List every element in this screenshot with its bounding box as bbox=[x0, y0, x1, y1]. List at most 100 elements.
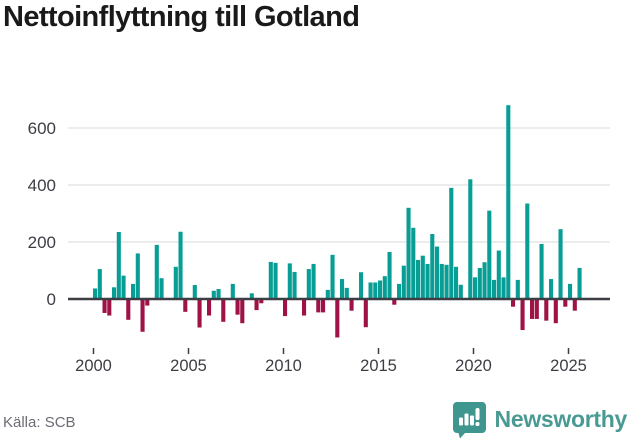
net-migration-bar-2001q3 bbox=[121, 275, 126, 299]
logo-bar-medium bbox=[464, 413, 469, 426]
net-migration-bar-2001q2 bbox=[116, 232, 121, 299]
net-migration-bar-2006q4 bbox=[221, 299, 226, 322]
net-migration-bar-2017q4 bbox=[430, 234, 435, 299]
y-axis-label-600: 600 bbox=[28, 119, 56, 138]
newsworthy-wordmark: Newsworthy bbox=[494, 405, 628, 432]
net-migration-bar-2007q3 bbox=[235, 299, 240, 315]
net-migration-bar-2017q3 bbox=[425, 263, 430, 299]
net-migration-bar-2024q4 bbox=[563, 299, 568, 307]
net-migration-bar-2019q4 bbox=[468, 179, 473, 299]
x-axis-label-2005: 2005 bbox=[170, 357, 207, 375]
net-migration-bar-2002q3 bbox=[140, 299, 145, 332]
net-migration-bar-2023q4 bbox=[544, 299, 549, 321]
net-migration-bar-2016q3 bbox=[406, 207, 411, 299]
net-migration-bar-2002q4 bbox=[145, 299, 150, 306]
net-migration-bar-2023q1 bbox=[530, 299, 535, 319]
net-migration-bar-2023q2 bbox=[534, 299, 539, 319]
net-migration-bar-2003q3 bbox=[159, 278, 164, 299]
net-migration-bar-2008q4 bbox=[259, 299, 264, 304]
net-migration-bar-2010q3 bbox=[292, 271, 297, 299]
net-migration-bar-2020q4 bbox=[487, 210, 492, 299]
logo-bar-large bbox=[469, 415, 474, 426]
net-migration-bar-2008q3 bbox=[254, 299, 259, 311]
net-migration-bar-2011q3 bbox=[311, 263, 316, 299]
x-axis-label-2010: 2010 bbox=[265, 357, 302, 375]
net-migration-bar-2021q2 bbox=[496, 250, 501, 299]
net-migration-bar-2025q3 bbox=[577, 267, 582, 299]
net-migration-bar-2021q4 bbox=[506, 105, 511, 299]
net-migration-bar-2016q2 bbox=[401, 265, 406, 299]
net-migration-bar-2013q1 bbox=[340, 279, 345, 299]
y-axis-label-200: 200 bbox=[28, 233, 56, 252]
x-axis-label-2025: 2025 bbox=[550, 357, 587, 375]
net-migration-bar-2015q3 bbox=[387, 251, 392, 299]
net-migration-bar-2000q4 bbox=[107, 299, 112, 316]
net-migration-bar-2024q3 bbox=[558, 229, 563, 299]
net-migration-bar-2012q3 bbox=[330, 254, 335, 299]
net-migration-bar-2004q2 bbox=[173, 266, 178, 299]
net-migration-bar-2012q4 bbox=[335, 299, 340, 338]
newsworthy-bar-chart-bubble-icon bbox=[452, 402, 486, 438]
chart-title: Nettoinflyttning till Gotland bbox=[3, 1, 360, 33]
net-migration-bar-2008q2 bbox=[249, 293, 254, 299]
net-migration-bar-2015q1 bbox=[378, 280, 383, 299]
speech-bubble-shape bbox=[452, 402, 486, 438]
net-migration-bar-2011q4 bbox=[316, 299, 321, 313]
y-axis-label-400: 400 bbox=[28, 176, 56, 195]
net-migration-bar-2020q2 bbox=[477, 267, 482, 299]
net-migration-bar-2012q1 bbox=[321, 299, 326, 313]
net-migration-bar-2004q3 bbox=[178, 231, 183, 299]
net-migration-bar-2014q4 bbox=[373, 282, 378, 299]
net-migration-bar-2010q2 bbox=[287, 263, 292, 300]
net-migration-bar-2018q3 bbox=[444, 264, 449, 299]
net-migration-bar-2016q4 bbox=[411, 227, 416, 299]
net-migration-bar-2024q2 bbox=[553, 299, 558, 324]
net-migration-bar-2011q1 bbox=[302, 299, 307, 316]
net-migration-bar-2001q4 bbox=[126, 299, 131, 320]
net-migration-bar-2005q3 bbox=[197, 299, 202, 328]
net-migration-bar-2015q4 bbox=[392, 299, 397, 305]
net-migration-bar-2013q2 bbox=[344, 287, 349, 299]
net-migration-bar-2011q2 bbox=[306, 269, 311, 299]
net-migration-bar-2023q3 bbox=[539, 244, 544, 299]
net-migration-bar-2022q2 bbox=[515, 279, 520, 299]
net-migration-bar-2006q1 bbox=[207, 299, 212, 316]
net-migration-bar-2006q3 bbox=[216, 289, 221, 299]
net-migration-bar-2014q1 bbox=[359, 272, 364, 299]
net-migration-bar-2022q4 bbox=[525, 203, 530, 299]
net-migration-bar-2017q2 bbox=[420, 255, 425, 299]
net-migration-bar-2025q1 bbox=[568, 283, 573, 299]
x-axis-label-2020: 2020 bbox=[455, 357, 492, 375]
net-migration-bar-2017q1 bbox=[416, 259, 421, 299]
net-migration-bar-2019q2 bbox=[458, 284, 463, 299]
net-migration-bar-2001q1 bbox=[112, 287, 117, 299]
net-migration-bar-2014q2 bbox=[363, 299, 368, 328]
net-migration-bar-2019q1 bbox=[454, 266, 459, 299]
net-migration-bar-2000q1 bbox=[93, 288, 98, 299]
net-migration-bar-2009q3 bbox=[273, 262, 278, 300]
net-migration-bar-2006q2 bbox=[211, 290, 216, 299]
y-axis-label-0: 0 bbox=[47, 290, 56, 309]
net-migration-bar-2005q2 bbox=[192, 285, 197, 299]
net-migration-bar-2016q1 bbox=[397, 283, 402, 299]
logo-exclamation-stem bbox=[475, 408, 480, 420]
newsworthy-logo: Newsworthy bbox=[451, 400, 627, 438]
net-migration-bar-2002q2 bbox=[135, 253, 140, 299]
net-migration-bar-2022q1 bbox=[511, 299, 516, 307]
net-migration-bar-2014q3 bbox=[368, 282, 373, 299]
net-migration-bar-2010q1 bbox=[283, 299, 288, 317]
logo-exclamation-dot bbox=[475, 422, 480, 426]
net-migration-bar-2018q4 bbox=[449, 187, 454, 299]
net-migration-bar-2020q1 bbox=[473, 277, 478, 299]
net-migration-bar-2003q2 bbox=[154, 244, 159, 299]
x-axis-label-2015: 2015 bbox=[360, 357, 397, 375]
net-migration-bar-2015q2 bbox=[382, 276, 387, 299]
net-migration-bar-2000q2 bbox=[97, 269, 102, 299]
net-migration-bar-2018q1 bbox=[435, 246, 440, 299]
net-migration-bar-2007q4 bbox=[240, 299, 245, 324]
net-migration-bar-2004q4 bbox=[183, 299, 188, 312]
net-migration-bar-2012q2 bbox=[325, 289, 330, 299]
net-migration-bar-2024q1 bbox=[549, 279, 554, 299]
net-migration-bar-2021q3 bbox=[501, 277, 506, 299]
net-migration-bar-2022q3 bbox=[520, 299, 525, 331]
